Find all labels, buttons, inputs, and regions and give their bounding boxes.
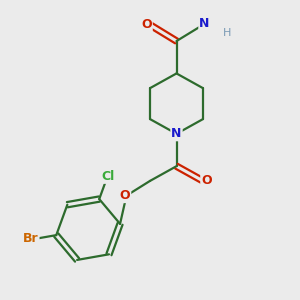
Text: Br: Br: [23, 232, 39, 245]
Text: O: O: [120, 189, 130, 202]
Text: Cl: Cl: [101, 170, 114, 183]
Text: H: H: [223, 28, 232, 38]
Text: N: N: [171, 127, 182, 140]
Text: O: O: [141, 18, 152, 32]
Text: O: O: [201, 174, 212, 188]
Text: N: N: [199, 17, 210, 30]
